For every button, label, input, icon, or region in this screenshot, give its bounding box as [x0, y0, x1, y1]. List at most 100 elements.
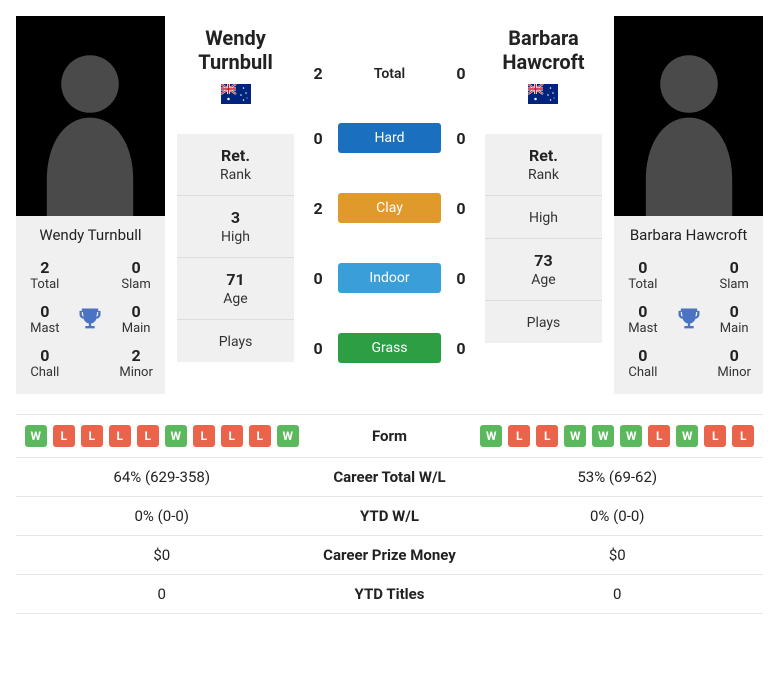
- player-silhouette-icon: [30, 36, 150, 216]
- h2h-grass-p2: 0: [449, 339, 473, 358]
- player1-photo: [16, 16, 165, 216]
- player1-slam-titles: 0 Slam: [115, 258, 157, 292]
- compare-form-row: WLLLLWLLLW Form WLLWWWLWLL: [16, 414, 763, 458]
- player1-high: 3 High: [177, 196, 294, 258]
- surface-pill-hard[interactable]: Hard: [338, 123, 441, 153]
- form-badge-win: W: [592, 425, 614, 447]
- h2h-indoor-p1: 0: [306, 269, 330, 288]
- form-badge-loss: L: [137, 425, 159, 447]
- player2-card: Barbara Hawcroft 0 Total 0 Slam 0 Mast: [614, 16, 763, 394]
- player2-form: WLLWWWLWLL: [480, 425, 756, 447]
- player2-name-col: Barbara Hawcroft Ret. Rank High: [485, 16, 602, 343]
- player2-minor-titles: 0 Minor: [713, 346, 755, 380]
- surface-pill-clay[interactable]: Clay: [338, 193, 441, 223]
- compare-p1-value: 0: [24, 585, 300, 603]
- player1-rank-stack: Ret. Rank 3 High 71 Age Plays: [177, 134, 294, 362]
- form-badge-win: W: [676, 425, 698, 447]
- form-badge-win: W: [564, 425, 586, 447]
- player2-age: 73 Age: [485, 239, 602, 301]
- h2h-column: 2 Total 0 0 Hard 0 2 Clay 0 0 Indoor 0 0 Grass 0: [306, 16, 473, 363]
- top-row: Wendy Turnbull 2 Total 0 Slam 0 Mast: [16, 16, 763, 394]
- h2h-total-row: 2 Total 0: [306, 64, 473, 83]
- player1-titles-grid: 2 Total 0 Slam 0 Mast 0: [24, 258, 157, 380]
- h2h-indoor-p2: 0: [449, 269, 473, 288]
- h2h-grass-row: 0 Grass 0: [306, 333, 473, 363]
- h2h-clay-p2: 0: [449, 199, 473, 218]
- form-badge-win: W: [165, 425, 187, 447]
- compare-row: 64% (629-358)Career Total W/L53% (69-62): [16, 458, 763, 497]
- form-badge-win: W: [25, 425, 47, 447]
- player2-titles-grid: 0 Total 0 Slam 0 Mast 0: [622, 258, 755, 380]
- player1-plays: Plays: [177, 320, 294, 362]
- compare-row: 0YTD Titles0: [16, 575, 763, 614]
- surface-pill-indoor[interactable]: Indoor: [338, 263, 441, 293]
- trophy-icon: [675, 305, 703, 333]
- player2-high: High: [485, 196, 602, 239]
- player1-total-titles: 2 Total: [24, 258, 66, 292]
- compare-p1-value: $0: [24, 546, 300, 564]
- h2h-hard-p2: 0: [449, 129, 473, 148]
- form-badge-loss: L: [648, 425, 670, 447]
- trophy-icon: [76, 305, 104, 333]
- form-badge-loss: L: [536, 425, 558, 447]
- h2h-grass-p1: 0: [306, 339, 330, 358]
- form-badge-loss: L: [109, 425, 131, 447]
- form-badge-loss: L: [193, 425, 215, 447]
- surface-pill-grass[interactable]: Grass: [338, 333, 441, 363]
- form-badge-loss: L: [81, 425, 103, 447]
- player1-main-titles: 0 Main: [115, 302, 157, 336]
- player2-slam-titles: 0 Slam: [713, 258, 755, 292]
- compare-form-label: Form: [300, 427, 480, 445]
- player1-name-col: Wendy Turnbull Ret. Rank 3 High: [177, 16, 294, 362]
- h2h-total-label: Total: [338, 66, 441, 82]
- form-badge-win: W: [480, 425, 502, 447]
- australia-flag-icon: [528, 84, 558, 104]
- player-silhouette-icon: [629, 36, 749, 216]
- player2-rank: Ret. Rank: [485, 134, 602, 196]
- player1-chall-titles: 0 Chall: [24, 346, 66, 380]
- player1-form: WLLLLWLLLW: [24, 425, 300, 447]
- player2-mast-titles: 0 Mast: [622, 302, 664, 336]
- form-badge-loss: L: [53, 425, 75, 447]
- player2-card-body: Barbara Hawcroft 0 Total 0 Slam 0 Mast: [614, 216, 763, 394]
- compare-label: Career Prize Money: [300, 546, 480, 564]
- form-badge-loss: L: [249, 425, 271, 447]
- player2-chall-titles: 0 Chall: [622, 346, 664, 380]
- h2h-indoor-row: 0 Indoor 0: [306, 263, 473, 293]
- player2-photo: [614, 16, 763, 216]
- player2-main-titles: 0 Main: [713, 302, 755, 336]
- form-badge-win: W: [277, 425, 299, 447]
- compare-label: YTD Titles: [300, 585, 480, 603]
- player2-rank-stack: Ret. Rank High 73 Age Plays: [485, 134, 602, 343]
- h2h-hard-row: 0 Hard 0: [306, 123, 473, 153]
- player1-card-name: Wendy Turnbull: [24, 226, 157, 244]
- player1-age: 71 Age: [177, 258, 294, 320]
- form-badge-loss: L: [221, 425, 243, 447]
- compare-p1-value: 0% (0-0): [24, 507, 300, 525]
- compare-table: WLLLLWLLLW Form WLLWWWLWLL 64% (629-358)…: [16, 414, 763, 614]
- h2h-total-p2: 0: [449, 64, 473, 83]
- player2-total-titles: 0 Total: [622, 258, 664, 292]
- player2-heading: Barbara Hawcroft: [485, 26, 602, 74]
- compare-p2-value: $0: [480, 546, 756, 564]
- compare-p1-value: 64% (629-358): [24, 468, 300, 486]
- compare-p2-value: 0% (0-0): [480, 507, 756, 525]
- form-badge-win: W: [620, 425, 642, 447]
- h2h-hard-p1: 0: [306, 129, 330, 148]
- form-badge-loss: L: [704, 425, 726, 447]
- compare-row: $0Career Prize Money$0: [16, 536, 763, 575]
- h2h-clay-p1: 2: [306, 199, 330, 218]
- player1-minor-titles: 2 Minor: [115, 346, 157, 380]
- compare-row: 0% (0-0)YTD W/L0% (0-0): [16, 497, 763, 536]
- compare-label: Career Total W/L: [300, 468, 480, 486]
- player2-plays: Plays: [485, 301, 602, 343]
- player1-trophy: [70, 305, 112, 333]
- player2-trophy: [668, 305, 710, 333]
- h2h-clay-row: 2 Clay 0: [306, 193, 473, 223]
- form-badge-loss: L: [732, 425, 754, 447]
- player1-card: Wendy Turnbull 2 Total 0 Slam 0 Mast: [16, 16, 165, 394]
- form-badge-loss: L: [508, 425, 530, 447]
- australia-flag-icon: [221, 84, 251, 104]
- h2h-total-p1: 2: [306, 64, 330, 83]
- compare-p2-value: 0: [480, 585, 756, 603]
